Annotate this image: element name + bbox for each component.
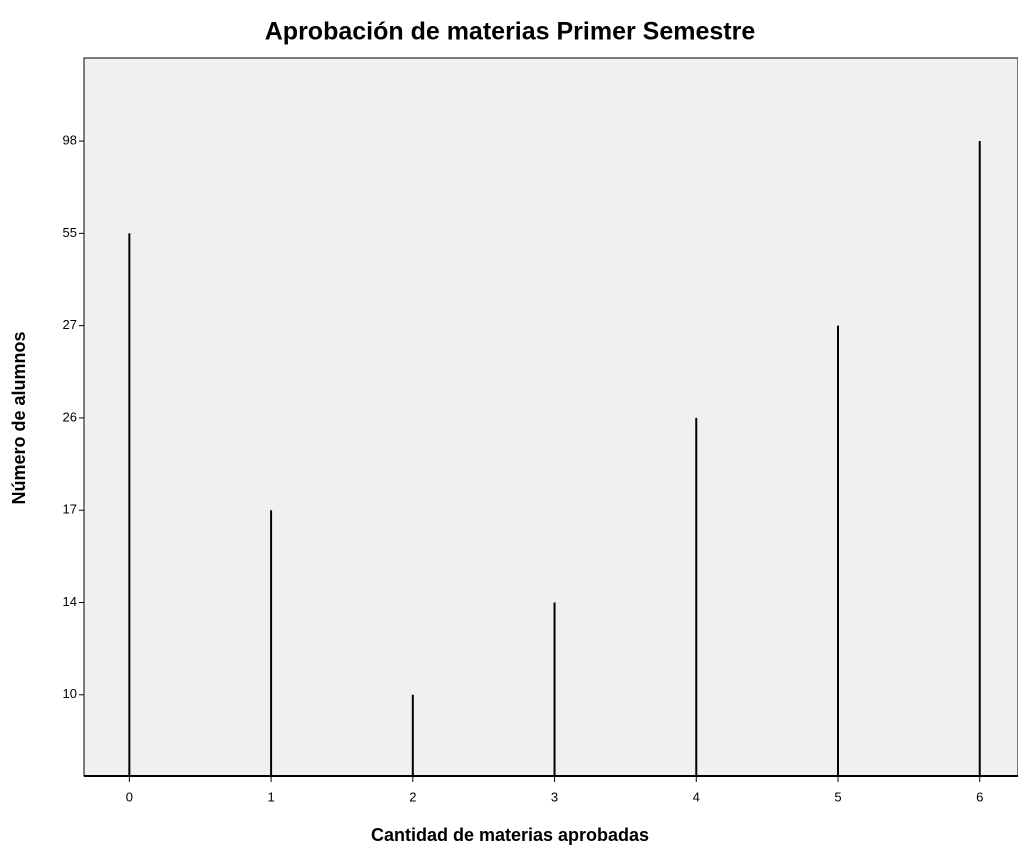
chart-title: Aprobación de materias Primer Semestre xyxy=(265,18,756,46)
x-tick-label: 0 xyxy=(126,789,133,804)
x-axis-label: Cantidad de materias aprobadas xyxy=(371,825,649,845)
y-tick-label: 27 xyxy=(63,317,77,332)
x-tick-label: 3 xyxy=(551,789,558,804)
x-tick-label: 4 xyxy=(693,789,700,804)
y-tick-label: 98 xyxy=(63,132,77,147)
y-tick-label: 10 xyxy=(63,686,77,701)
x-tick-label: 1 xyxy=(267,789,274,804)
x-tick-label: 5 xyxy=(834,789,841,804)
y-tick-label: 14 xyxy=(63,594,77,609)
y-axis-label: Número de alumnos xyxy=(9,331,29,504)
y-tick-label: 26 xyxy=(63,409,77,424)
x-tick-label: 2 xyxy=(409,789,416,804)
y-tick-label: 55 xyxy=(63,225,77,240)
y-tick-label: 17 xyxy=(63,502,77,517)
plot-area xyxy=(83,57,1018,777)
x-tick-label: 6 xyxy=(976,789,983,804)
